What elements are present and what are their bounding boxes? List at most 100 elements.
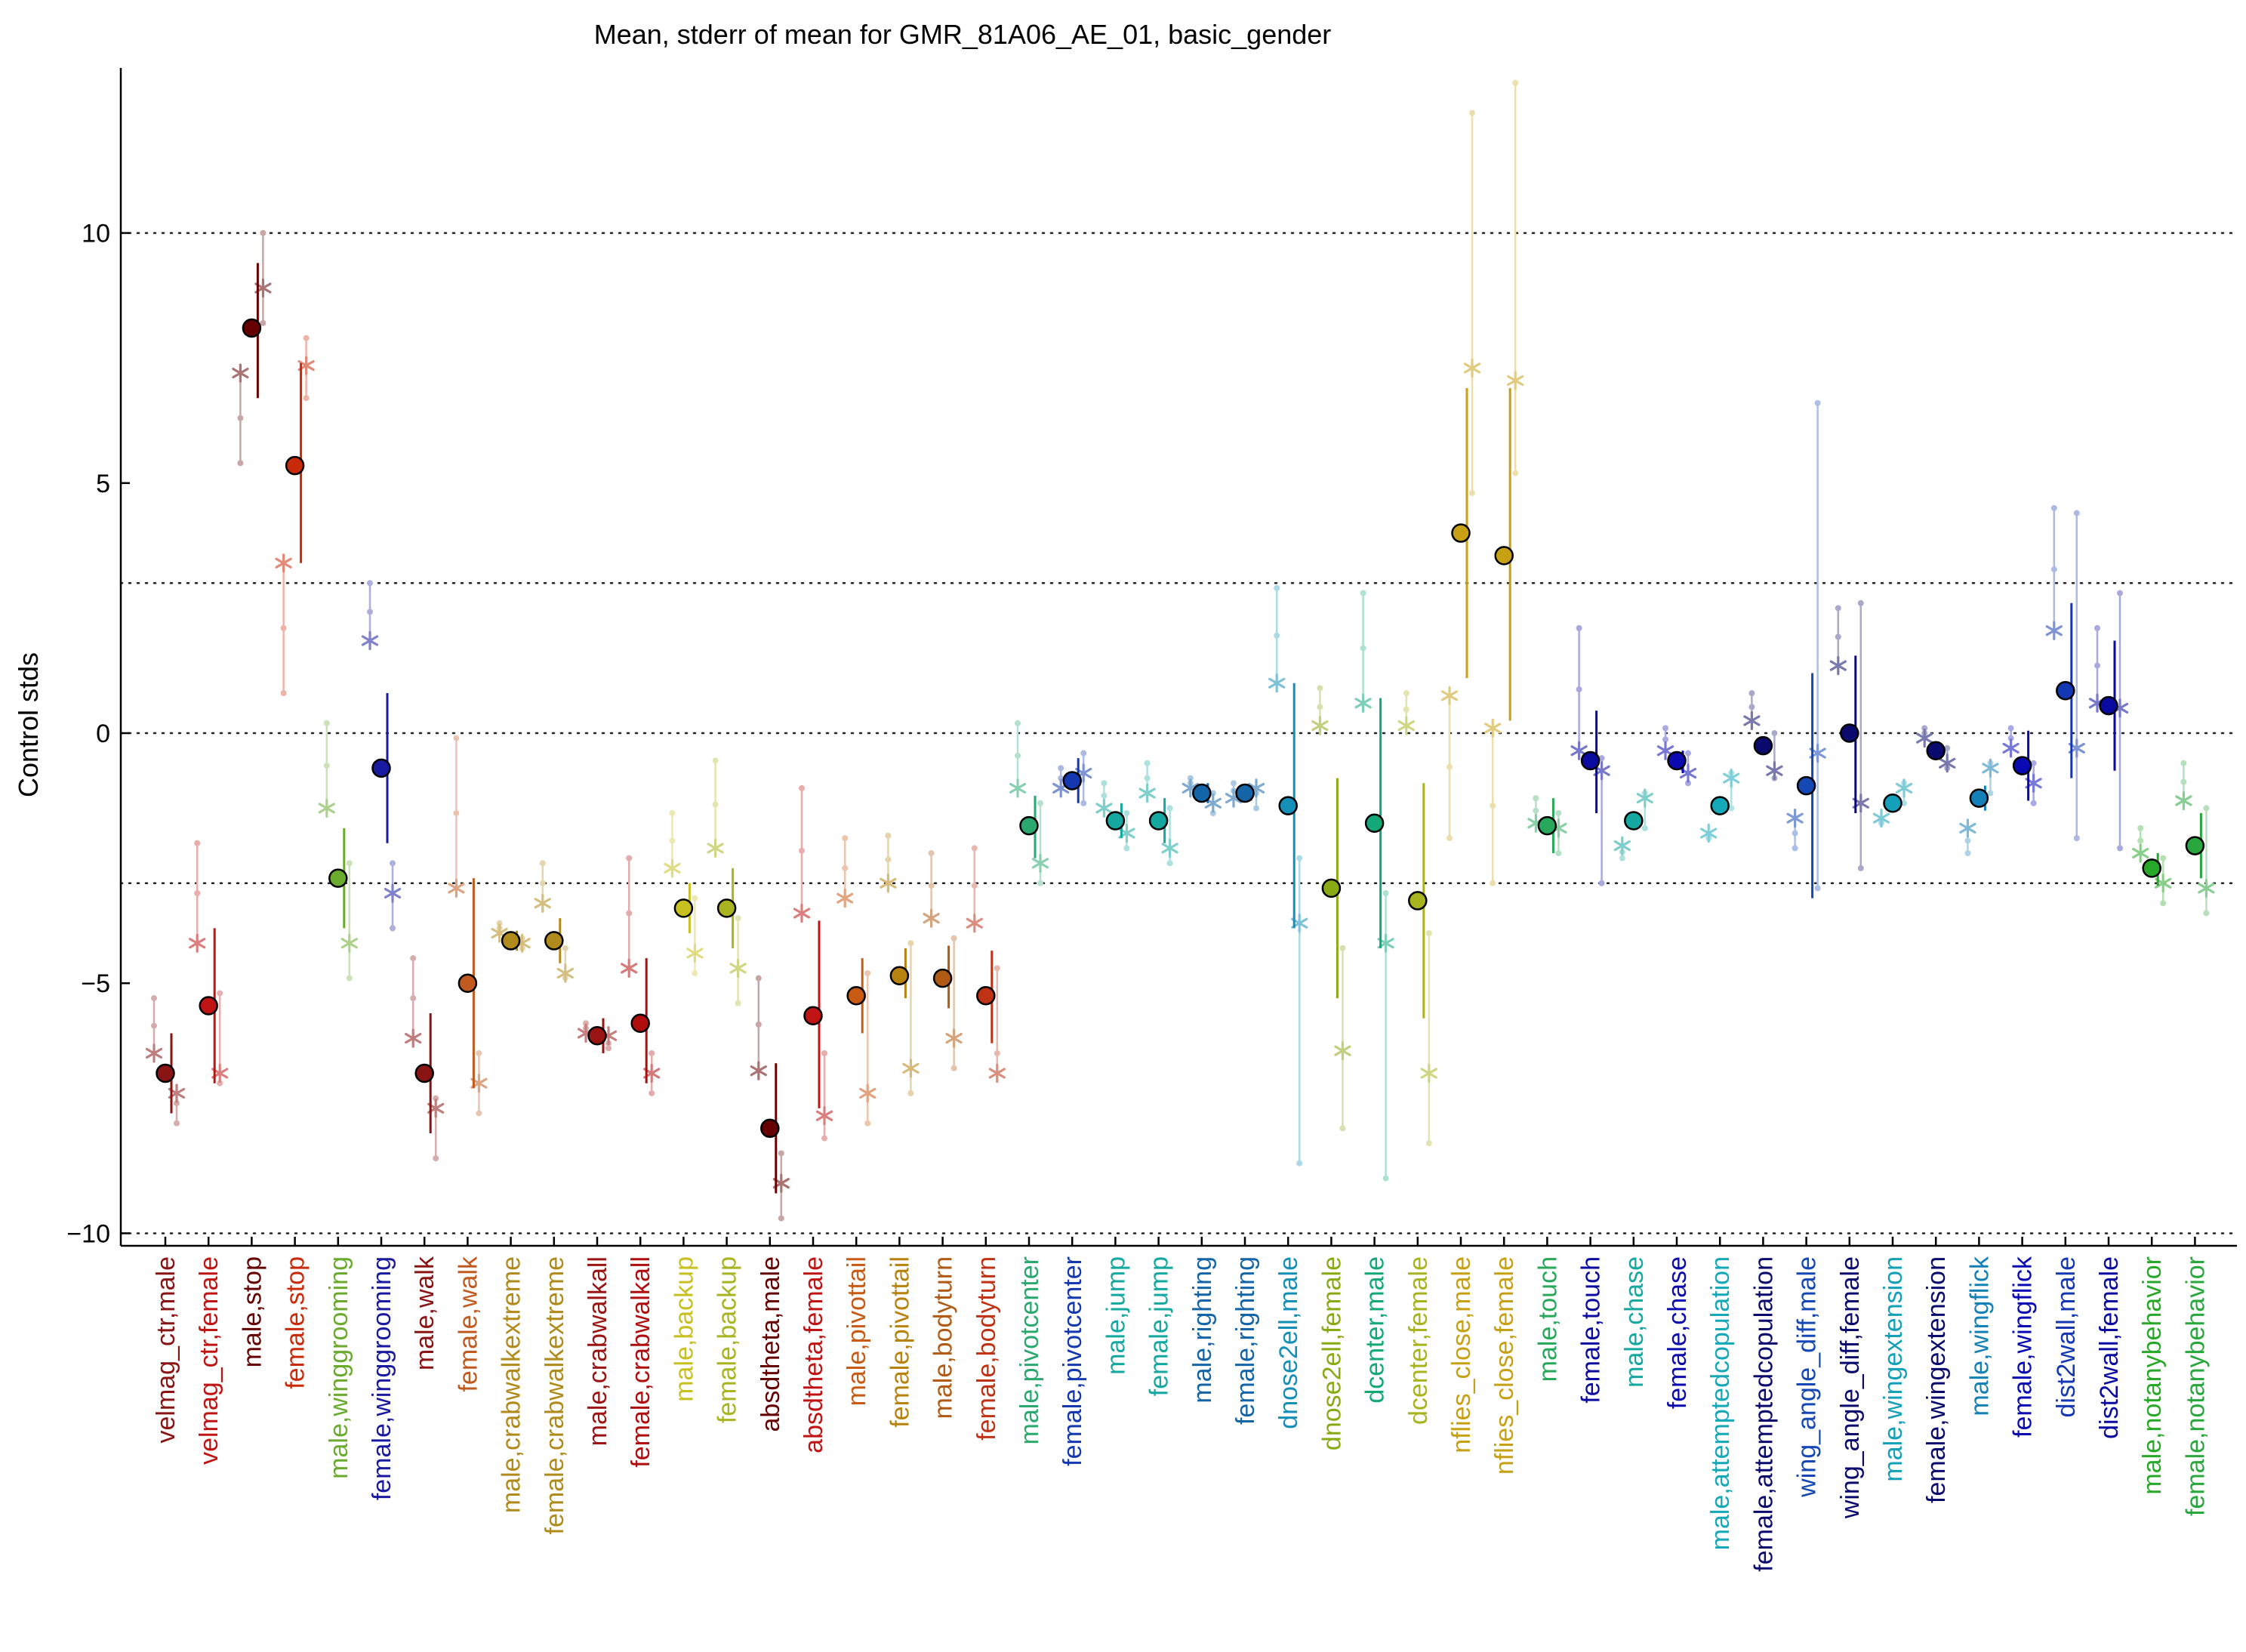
category-group [405, 955, 445, 1162]
x-tick-label: male,chase [1620, 1256, 1649, 1388]
star-marker [1829, 655, 1847, 676]
mean-marker [587, 1026, 607, 1046]
range-dot [1144, 760, 1151, 766]
x-tick-label: female,stop [282, 1256, 310, 1389]
range-dot [907, 940, 914, 947]
star-stroke [1959, 822, 1976, 834]
star-stroke [1138, 787, 1156, 799]
star-stroke [923, 913, 940, 924]
category-group [2132, 824, 2172, 907]
star-stroke [1463, 362, 1481, 374]
category-group [232, 230, 272, 467]
range-dot [1080, 750, 1087, 757]
star-stroke [1916, 732, 1933, 744]
range-dot [649, 1090, 655, 1096]
star-stroke [1636, 793, 1653, 804]
mean-marker [501, 931, 521, 951]
star-marker [902, 1059, 920, 1078]
range-dot [1469, 109, 1475, 116]
star-marker [1656, 741, 1674, 760]
range-dot [2073, 835, 2080, 842]
star-stroke [2002, 742, 2020, 754]
category-group [1311, 685, 1351, 1132]
range-dot [217, 1080, 223, 1086]
range-dot [280, 624, 287, 631]
category-group [1182, 775, 1222, 817]
category-group [1354, 590, 1394, 1182]
star-stroke [1570, 745, 1588, 757]
range-dot [928, 883, 935, 889]
star-stroke [750, 1065, 767, 1077]
range-dot [928, 850, 935, 856]
x-tick-label: male,backup [670, 1256, 698, 1402]
range-dot [1792, 845, 1798, 852]
category-group [361, 580, 402, 932]
range-dot [1101, 792, 1108, 799]
range-dot [864, 969, 871, 976]
mean-marker [2142, 858, 2161, 878]
mean-marker [1105, 811, 1126, 831]
mean-marker [1840, 723, 1859, 743]
range-dot [1187, 775, 1194, 781]
star-marker [1613, 836, 1631, 855]
star-marker [1031, 853, 1049, 873]
mean-marker [976, 986, 996, 1006]
range-dot [1555, 850, 1562, 856]
range-dot [1296, 855, 1303, 861]
range-dot [367, 609, 373, 615]
range-dot [1533, 807, 1539, 814]
x-tick-label: male,pivotcenter [1015, 1256, 1044, 1444]
mean-marker [630, 1013, 650, 1033]
range-dot [649, 1049, 655, 1056]
range-dot [2160, 900, 2167, 907]
category-group [491, 920, 531, 953]
star-stroke [1420, 1068, 1437, 1079]
range-dot [1944, 744, 1951, 751]
x-tick-label: male,walk [411, 1256, 439, 1370]
range-dot [692, 895, 698, 902]
category-group [1052, 750, 1092, 806]
range-dot [1166, 805, 1173, 812]
star-marker [880, 874, 897, 893]
category-group [1138, 760, 1178, 867]
star-stroke [1786, 812, 1804, 824]
range-dot [2050, 566, 2057, 573]
star-stroke [1009, 782, 1027, 794]
star-marker [1440, 686, 1459, 705]
range-dot [280, 690, 287, 697]
range-dot [1101, 780, 1108, 787]
category-group [577, 1018, 618, 1053]
mean-marker [328, 868, 348, 888]
category-group [1397, 690, 1437, 1147]
range-dot [1274, 632, 1280, 639]
range-dot [1964, 850, 1971, 856]
star-marker [945, 1028, 963, 1048]
reference-lines [119, 232, 2238, 1234]
star-marker [859, 1083, 877, 1103]
mean-marker [1148, 811, 1169, 831]
range-dot [735, 915, 741, 922]
category-group [707, 757, 747, 1006]
category-group [1570, 624, 1610, 886]
star-stroke [880, 877, 897, 889]
star-marker [405, 1028, 422, 1048]
star-stroke [318, 803, 335, 814]
range-dot [323, 763, 330, 769]
range-dot [1598, 755, 1605, 762]
x-tick-label: dist2wall,male [2052, 1256, 2081, 1418]
mean-marker [2012, 756, 2032, 775]
star-marker [1397, 716, 1415, 735]
star-stroke [232, 367, 249, 379]
range-dot [410, 955, 417, 962]
star-stroke [988, 1068, 1006, 1079]
mean-marker [716, 898, 737, 918]
mean-marker [889, 966, 910, 986]
x-tick-label: female,jump [1145, 1256, 1174, 1396]
x-tick-label: dcenter,male [1361, 1256, 1390, 1404]
range-dot [950, 935, 957, 942]
x-tick-label: female,walk [454, 1256, 482, 1392]
x-tick-label: wing_angle_diff,male [1793, 1256, 1822, 1498]
range-dot [2117, 590, 2123, 596]
range-dot [1317, 704, 1323, 710]
star-marker [145, 1043, 163, 1063]
